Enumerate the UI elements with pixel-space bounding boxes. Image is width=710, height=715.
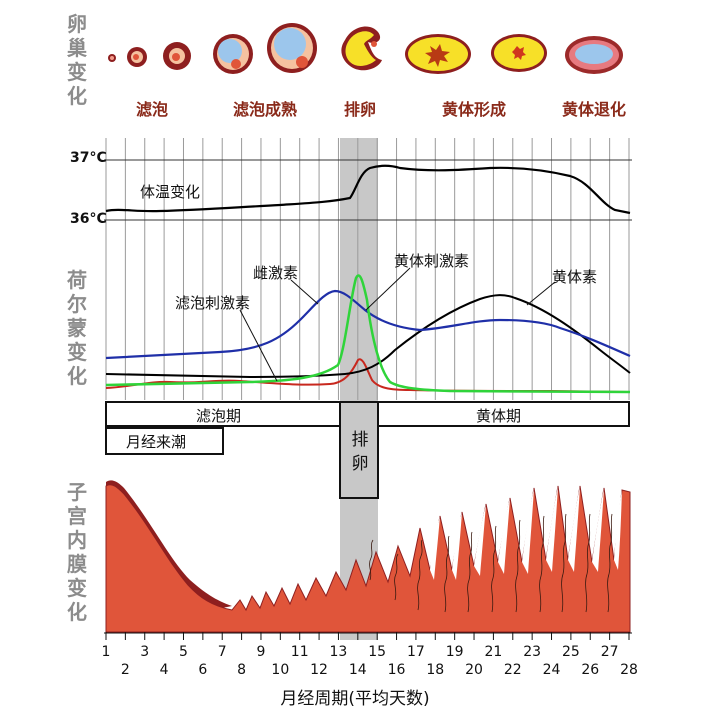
- day-label: 1: [101, 644, 111, 660]
- day-label: 24: [542, 662, 561, 678]
- day-label: 8: [237, 662, 247, 678]
- day-label: 26: [581, 662, 600, 678]
- lh-curve: [105, 274, 631, 394]
- follicular-phase-bar: [105, 401, 341, 427]
- day-label: 15: [368, 644, 387, 660]
- section-label-hormone: 荷尔蒙变化: [67, 268, 87, 388]
- progesterone-label: 黄体素: [552, 268, 598, 286]
- menstruation-label: 月经来潮: [126, 433, 187, 451]
- day-label: 21: [484, 644, 503, 660]
- day-label: 22: [503, 662, 522, 678]
- day-label: 9: [256, 644, 266, 660]
- fsh-label: 滤泡刺激素: [175, 294, 251, 312]
- day-label: 10: [271, 662, 290, 678]
- temperature-curve-label: 体温变化: [140, 183, 201, 201]
- ovary-stage-mature: 滤泡成熟: [232, 100, 298, 119]
- section-label-endometrium: 子宫内膜变化: [67, 480, 87, 624]
- x-axis-title: 月经周期(平均天数): [280, 689, 430, 709]
- body-temperature-curve: [105, 164, 631, 215]
- day-label: 23: [523, 644, 542, 660]
- endometrium-illustration: [105, 480, 631, 633]
- day-label: 17: [407, 644, 425, 660]
- menstruation-bar: [105, 427, 224, 455]
- lh-label: 黄体刺激素: [394, 252, 470, 270]
- day-label: 16: [387, 662, 406, 678]
- estrogen-leader: [290, 279, 319, 305]
- ovary-stage-luteinization: 黄体形成: [441, 100, 507, 119]
- ovary-stage-regression: 黄体退化: [561, 100, 627, 119]
- day-label: 3: [140, 644, 150, 660]
- ovary-stage-ovulation: 排卵: [343, 100, 377, 119]
- day-label: 5: [179, 644, 188, 660]
- lh-leader: [365, 267, 411, 311]
- day-label: 14: [348, 662, 367, 678]
- ovary-stage-illustrations: [108, 23, 623, 74]
- day-label: 18: [426, 662, 445, 678]
- day-label: 25: [561, 644, 580, 660]
- day-label: 11: [290, 644, 309, 660]
- fsh-leader: [239, 309, 278, 382]
- day-label: 27: [600, 644, 619, 660]
- day-ticks: [104, 632, 632, 640]
- follicular-phase-label: 滤泡期: [196, 407, 242, 425]
- day-label: 7: [217, 644, 227, 660]
- day-label: 28: [620, 662, 638, 678]
- day-label: 2: [120, 662, 130, 678]
- estrogen-label: 雌激素: [253, 264, 299, 282]
- day-label: 4: [159, 662, 169, 678]
- ovary-stage-follicle: 滤泡: [135, 100, 169, 119]
- luteal-phase-label: 黄体期: [476, 407, 522, 425]
- ovulation-box: [339, 401, 379, 499]
- day-grid: [105, 138, 630, 400]
- temp-36-label: 36°C: [70, 211, 107, 227]
- ovulation-phase-label: 排卵: [351, 430, 369, 474]
- estrogen-curve: [105, 289, 631, 360]
- day-label: 19: [445, 644, 464, 660]
- section-label-ovary: 卵巢变化: [67, 12, 87, 108]
- day-label: 6: [198, 662, 208, 678]
- day-label: 13: [329, 644, 348, 660]
- temp-37-label: 37°C: [70, 150, 107, 166]
- day-label: 12: [310, 662, 328, 678]
- day-label: 20: [465, 662, 483, 678]
- progesterone-leader: [526, 281, 556, 306]
